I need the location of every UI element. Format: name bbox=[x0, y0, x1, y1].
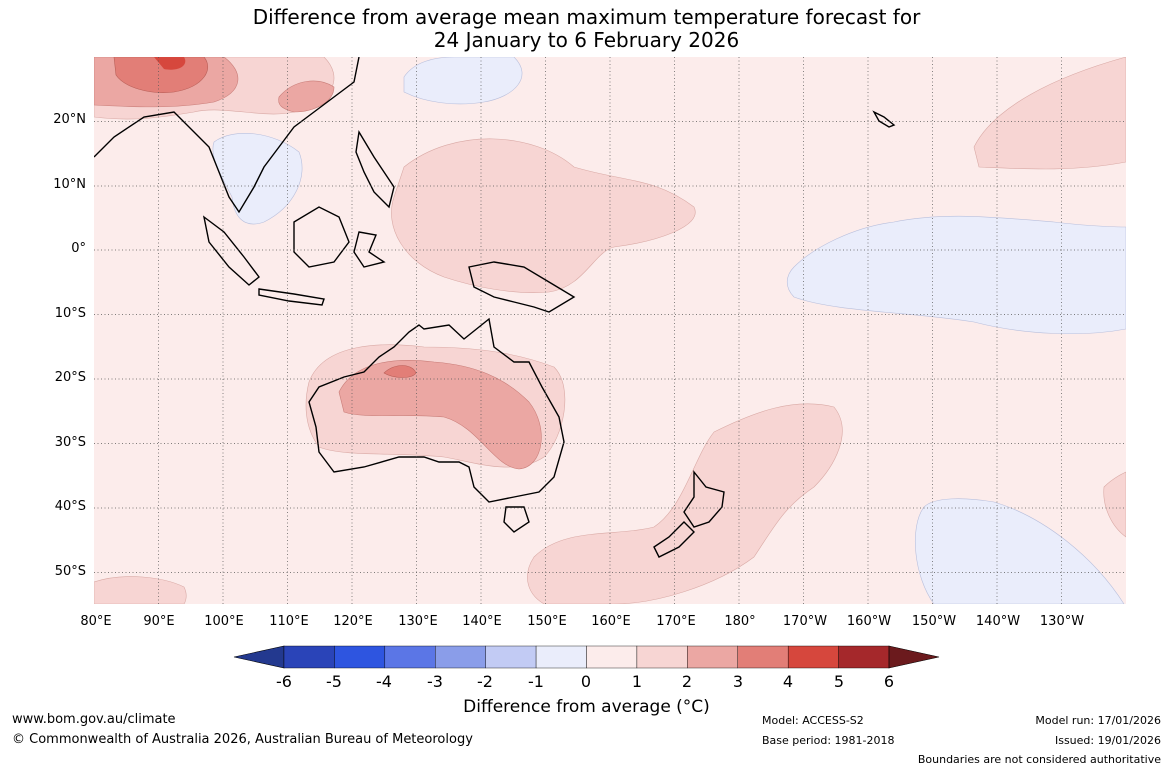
lon-label-120e: 120°E bbox=[333, 614, 373, 629]
model-name: Model: ACCESS-S2 bbox=[762, 714, 864, 727]
forecast-map[interactable] bbox=[94, 57, 1126, 604]
anomaly-region-neg-south-pacific bbox=[915, 498, 1125, 604]
colorbar-tick: 0 bbox=[580, 672, 592, 691]
lon-label-130w: 130°W bbox=[1039, 614, 1085, 629]
colorbar-tick: 1 bbox=[631, 672, 643, 691]
map-canvas bbox=[94, 57, 1126, 604]
anomaly-region-1to2-northeast bbox=[973, 57, 1126, 170]
page-title-line-1: Difference from average mean maximum tem… bbox=[252, 5, 921, 29]
colorbar-tick: 3 bbox=[732, 672, 744, 691]
lon-label-100e: 100°E bbox=[204, 614, 244, 629]
anomaly-region-1to2-north bbox=[391, 138, 696, 293]
anomaly-region-3to4-pilbara bbox=[383, 365, 417, 378]
website-link[interactable]: www.bom.gov.au/climate bbox=[12, 712, 176, 727]
lat-label-0: 0° bbox=[71, 241, 86, 256]
hawaii-outline bbox=[872, 110, 896, 128]
colorbar-cell bbox=[586, 645, 638, 669]
lat-label-20s: 20°S bbox=[54, 370, 86, 385]
colorbar-cell bbox=[435, 645, 486, 669]
colorbar-tick: -5 bbox=[326, 672, 342, 691]
lon-label-150w: 150°W bbox=[911, 614, 957, 629]
lat-label-30s: 30°S bbox=[54, 435, 86, 450]
lon-label-140e: 140°E bbox=[462, 614, 502, 629]
lon-label-110e: 110°E bbox=[269, 614, 309, 629]
coastlines bbox=[94, 57, 896, 558]
colorbar-tick: 6 bbox=[883, 672, 895, 691]
colorbar-tick: 5 bbox=[833, 672, 845, 691]
colorbar-label: Difference from average (°C) bbox=[463, 697, 710, 717]
lon-label-170e: 170°E bbox=[656, 614, 696, 629]
lon-label-180: 180° bbox=[724, 614, 756, 629]
colorbar-cell bbox=[787, 645, 839, 669]
colorbar-tick: -3 bbox=[427, 672, 443, 691]
colorbar-tick: -1 bbox=[528, 672, 544, 691]
lat-label-40s: 40°S bbox=[54, 499, 86, 514]
colorbar-cell bbox=[636, 645, 688, 669]
anomaly-region-1to2-tasman bbox=[527, 403, 843, 604]
colorbar-arrow-low bbox=[233, 645, 285, 669]
model-run-date: Model run: 17/01/2026 bbox=[1035, 714, 1161, 727]
page-title-line-2: 24 January to 6 February 2026 bbox=[433, 28, 740, 52]
colorbar-cell bbox=[334, 645, 386, 669]
colorbar-tick: -6 bbox=[276, 672, 292, 691]
lat-label-50s: 50°S bbox=[54, 564, 86, 579]
colorbar-cell bbox=[838, 645, 890, 669]
anomaly-region-1to2-south-indian bbox=[94, 576, 187, 604]
new-zealand-north-outline bbox=[683, 470, 725, 528]
colorbar-cell bbox=[535, 645, 587, 669]
boundaries-disclaimer: Boundaries are not considered authoritat… bbox=[917, 753, 1161, 766]
lon-label-160w: 160°W bbox=[846, 614, 892, 629]
lon-label-130e: 130°E bbox=[398, 614, 438, 629]
anomaly-region-3to4-asia bbox=[113, 57, 209, 93]
base-period: Base period: 1981-2018 bbox=[762, 734, 895, 747]
new-guinea-outline bbox=[468, 261, 576, 313]
graticule bbox=[94, 57, 1126, 604]
mainland-asia-outline bbox=[94, 57, 360, 214]
lon-label-140w: 140°W bbox=[975, 614, 1021, 629]
sulawesi-outline bbox=[353, 231, 386, 268]
sumatra-outline bbox=[202, 215, 260, 286]
colorbar-tick: 2 bbox=[681, 672, 693, 691]
colorbar-arrow-high bbox=[888, 645, 940, 669]
colorbar-tick: -2 bbox=[477, 672, 493, 691]
anomaly-region-neg-philippine-sea bbox=[403, 57, 523, 105]
anomaly-region-1to2-southeast bbox=[1103, 471, 1126, 538]
anomaly-region-4to5-asia bbox=[154, 57, 186, 70]
anomaly-region-2to3-australia bbox=[338, 360, 542, 470]
lat-label-20n: 20°N bbox=[53, 112, 86, 127]
java-outline bbox=[258, 288, 325, 306]
lat-label-10s: 10°S bbox=[54, 306, 86, 321]
philippines-outline bbox=[355, 129, 395, 209]
tasmania-outline bbox=[503, 506, 530, 533]
new-zealand-south-outline bbox=[653, 521, 695, 558]
colorbar-cell bbox=[737, 645, 789, 669]
colorbar-tick: -4 bbox=[376, 672, 392, 691]
lon-label-90e: 90°E bbox=[143, 614, 175, 629]
lon-label-150e: 150°E bbox=[527, 614, 567, 629]
borneo-outline bbox=[293, 206, 350, 268]
colorbar-cell bbox=[485, 645, 537, 669]
issued-date: Issued: 19/01/2026 bbox=[1054, 734, 1161, 747]
anomaly-shading bbox=[94, 57, 1126, 604]
copyright-text: © Commonwealth of Australia 2026, Austra… bbox=[12, 732, 473, 747]
anomaly-region-neg-central-pacific bbox=[786, 215, 1126, 335]
colorbar-tick: 4 bbox=[782, 672, 794, 691]
anomaly-region-2to3-china-coast bbox=[278, 80, 335, 113]
lon-label-160e: 160°E bbox=[591, 614, 631, 629]
colorbar-cell bbox=[687, 645, 738, 669]
lon-label-170w: 170°W bbox=[782, 614, 828, 629]
lon-label-80e: 80°E bbox=[80, 614, 112, 629]
colorbar-cell bbox=[384, 645, 436, 669]
australia-outline bbox=[308, 317, 565, 503]
colorbar-cell bbox=[283, 645, 335, 669]
lat-label-10n: 10°N bbox=[53, 177, 86, 192]
